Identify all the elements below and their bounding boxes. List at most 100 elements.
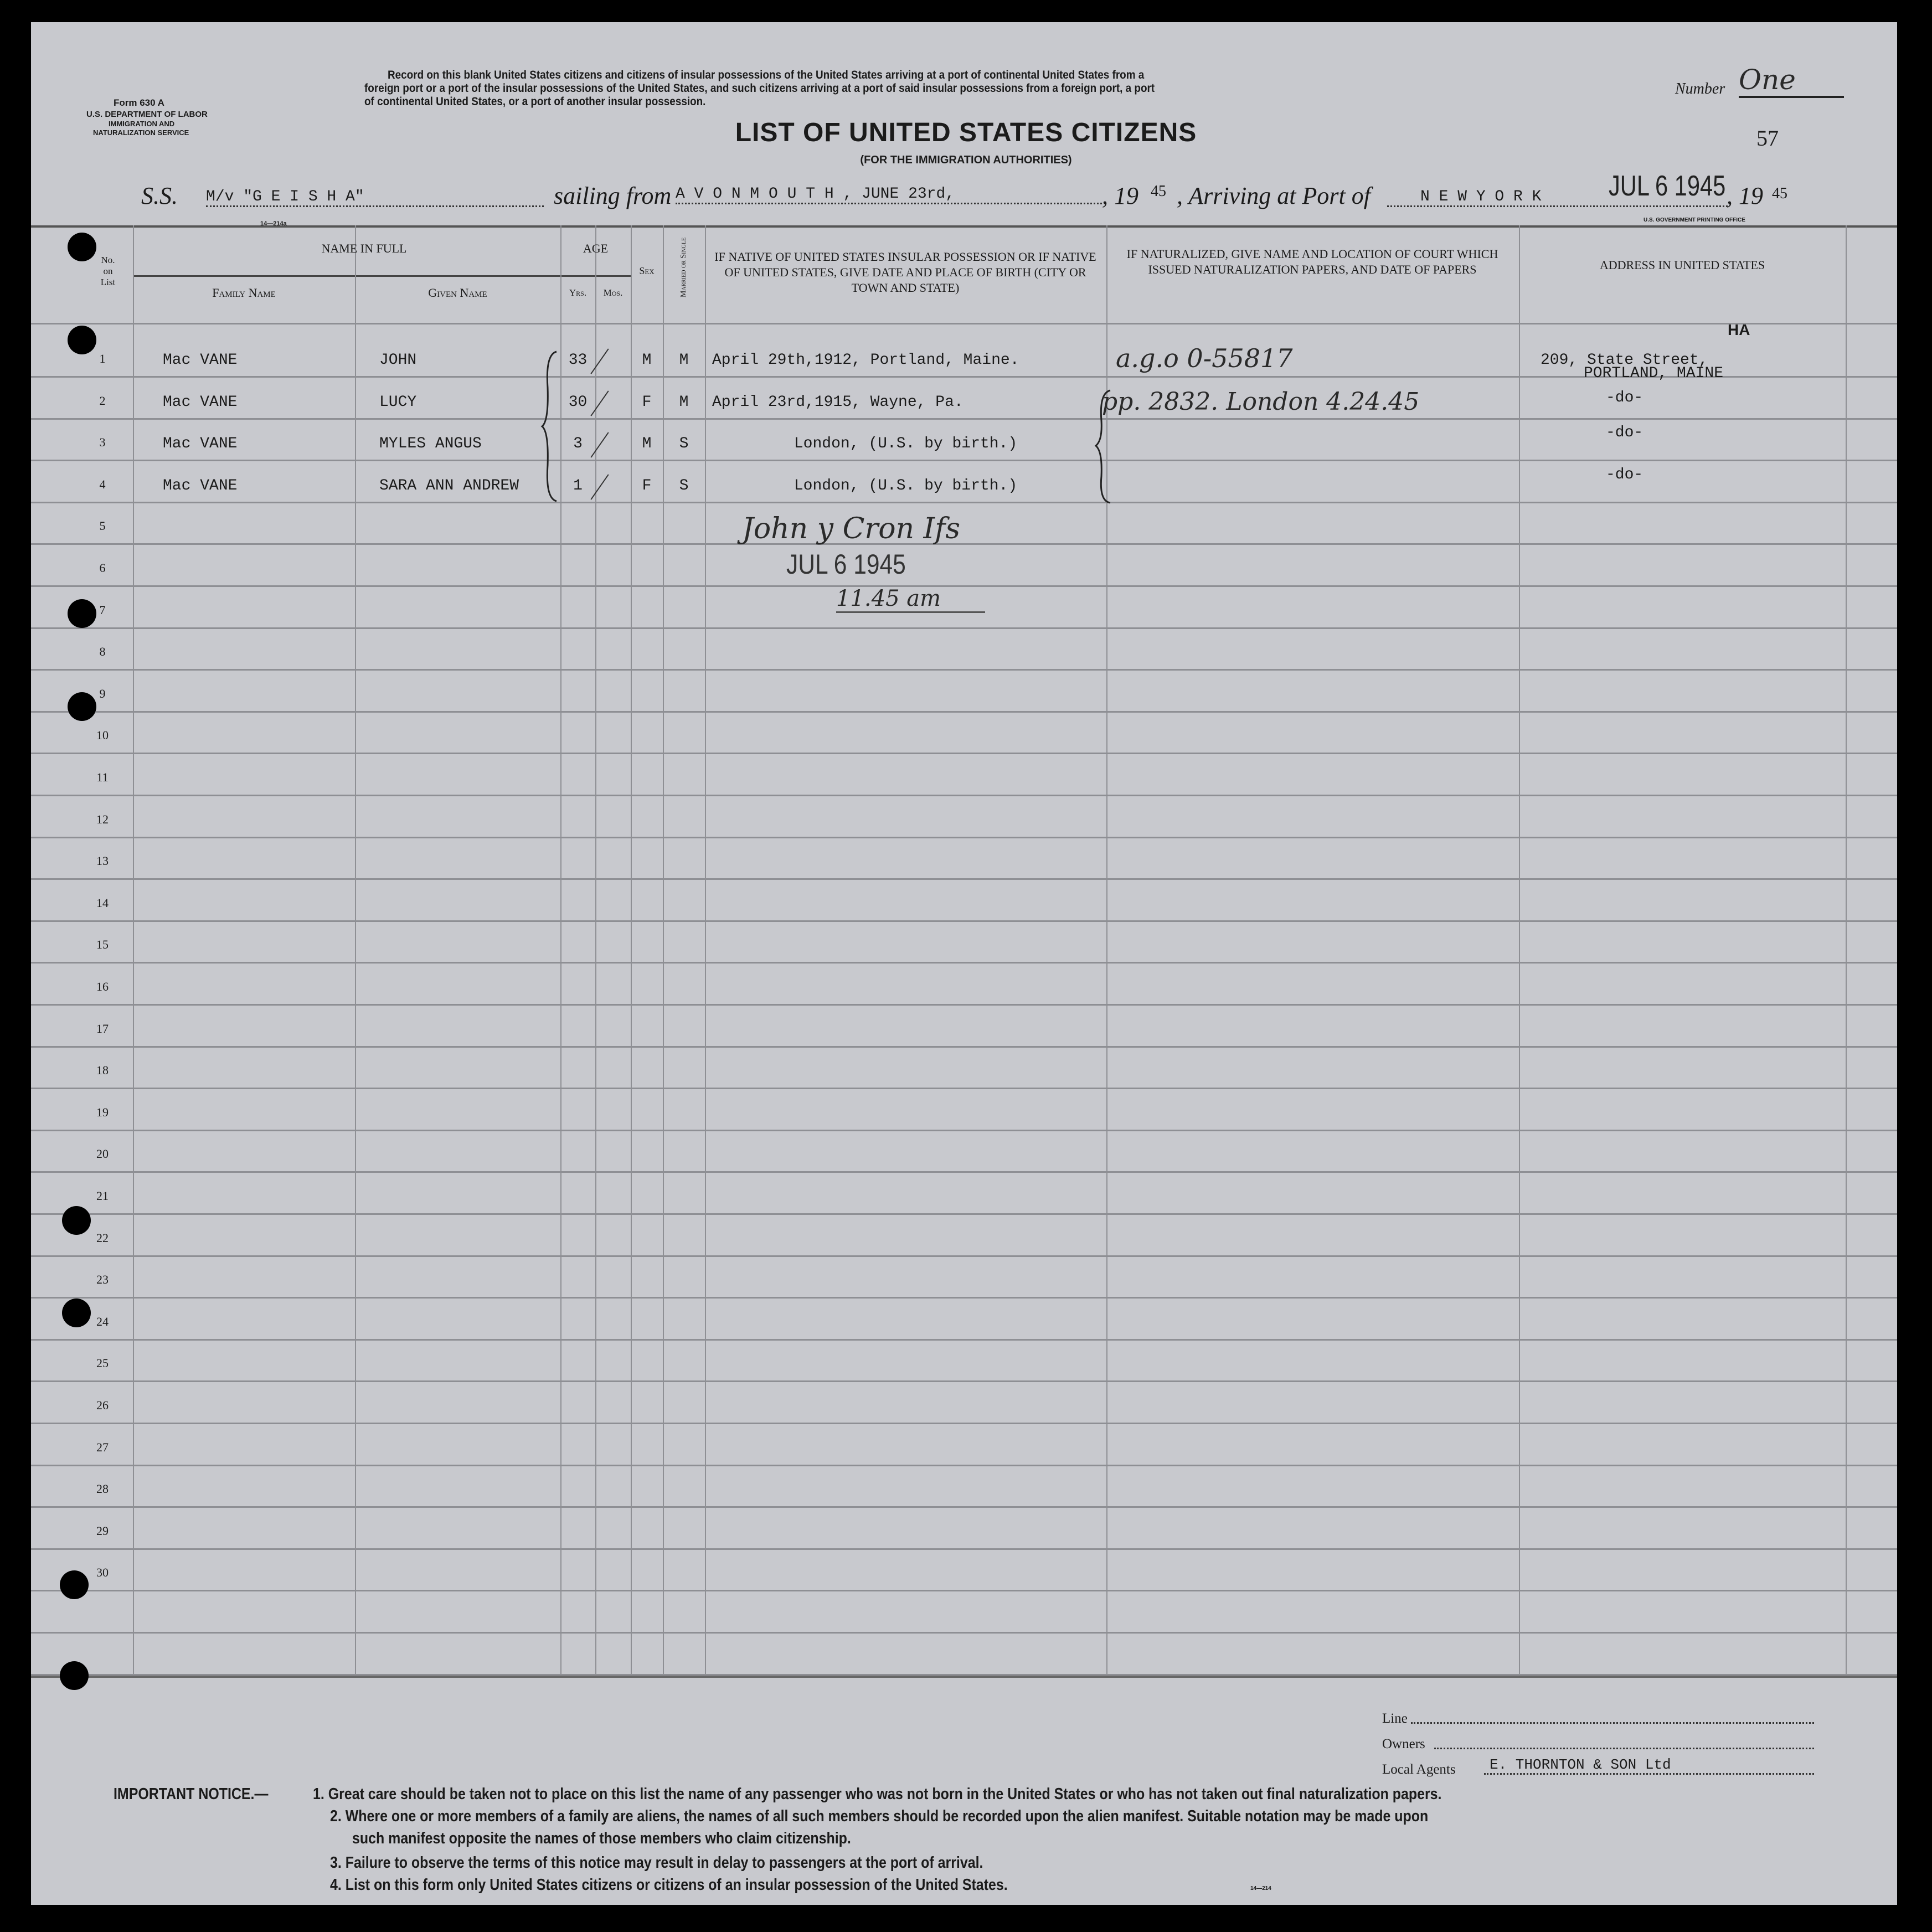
year-prefix: , 19 <box>1102 182 1138 209</box>
row-rule <box>31 1548 1897 1550</box>
punch-hole <box>68 233 96 261</box>
header-no-3: List <box>100 277 116 287</box>
row-number: 25 <box>96 1356 109 1371</box>
row-rule <box>31 1255 1897 1257</box>
row-number: 22 <box>96 1230 109 1245</box>
row-rule <box>31 627 1897 629</box>
row-rule <box>31 795 1897 796</box>
row-rule <box>31 1380 1897 1383</box>
sex: M <box>642 435 652 453</box>
notice-1: 1. Great care should be taken not to pla… <box>313 1785 1442 1803</box>
row-rule <box>31 1297 1897 1299</box>
family-brace-right <box>1094 389 1111 504</box>
row-number: 2 <box>99 393 106 408</box>
punch-hole <box>68 692 96 721</box>
header-family-name: Family Name <box>212 286 276 300</box>
row-number: 15 <box>96 937 109 952</box>
header-mos: Mos. <box>603 287 623 298</box>
column-rule <box>560 225 561 1676</box>
header-no-2: on <box>103 266 113 276</box>
agents-value: E. THORNTON & SON Ltd <box>1490 1756 1671 1773</box>
row-rule <box>31 543 1897 545</box>
header-naturalized: IF NATURALIZED, GIVE NAME AND LOCATION O… <box>1126 247 1498 276</box>
birth-info: London, (U.S. by birth.) <box>794 435 1018 453</box>
punch-hole <box>60 1661 89 1690</box>
number-label: Number <box>1675 80 1725 97</box>
row-number: 13 <box>96 854 109 868</box>
inspector-signature: John y Cron Ifs <box>742 512 961 545</box>
port-from: A V O N M O U T H , JUNE 23rd, <box>676 186 1102 204</box>
arrival-stamp: JUL 6 1945 <box>1609 170 1726 202</box>
marital-status: S <box>679 477 689 494</box>
row-number: 21 <box>96 1189 109 1203</box>
line-label: Line <box>1382 1711 1408 1726</box>
row-rule <box>31 1423 1897 1424</box>
row-number: 29 <box>96 1523 109 1538</box>
header-name-in-full: NAME IN FULL <box>321 241 407 255</box>
address: -do- <box>1606 466 1644 483</box>
row-number: 28 <box>96 1482 109 1496</box>
row-number: 6 <box>99 561 106 575</box>
given-name: SARA ANN ANDREW <box>379 477 519 494</box>
port-to: N E W Y O R K <box>1387 188 1728 207</box>
marital-status: M <box>679 393 689 411</box>
row-number: 4 <box>99 477 106 491</box>
table-bottom-rule <box>31 1676 1897 1678</box>
marital-status: S <box>679 435 689 453</box>
column-rule <box>595 225 596 1676</box>
age-years: 1 <box>573 477 583 494</box>
row-rule <box>31 1129 1897 1131</box>
line-field <box>1411 1722 1814 1724</box>
column-rule <box>1846 225 1847 1676</box>
agents-field <box>1484 1773 1814 1775</box>
row-rule <box>31 1673 1897 1676</box>
row-rule <box>31 753 1897 755</box>
sex: F <box>642 393 652 411</box>
row-number: 19 <box>96 1105 109 1119</box>
punch-hole <box>68 326 96 354</box>
birth-info: April 29th,1912, Portland, Maine. <box>712 352 1019 369</box>
row-number: 9 <box>99 686 106 700</box>
header-sex: Sex <box>639 265 655 276</box>
notice-2: 2. Where one or more members of a family… <box>330 1807 1429 1825</box>
row-rule <box>31 1045 1897 1048</box>
row-rule <box>31 1171 1897 1173</box>
row-rule <box>31 1338 1897 1341</box>
row-rule <box>31 878 1897 880</box>
row-rule <box>31 920 1897 922</box>
header-married-single: Married or Single <box>679 237 688 298</box>
row-rule <box>31 418 1897 420</box>
row-rule <box>31 1632 1897 1634</box>
given-name: JOHN <box>379 352 417 369</box>
address-mark: HA <box>1728 321 1750 338</box>
address: -do- <box>1606 424 1644 442</box>
ship-name: M/v "G E I S H A" <box>206 188 544 207</box>
service-line-1: IMMIGRATION AND <box>109 120 175 128</box>
row-rule <box>31 669 1897 671</box>
punch-hole <box>68 599 96 628</box>
header-no: No. on List <box>89 255 127 288</box>
birth-info: April 23rd,1915, Wayne, Pa. <box>712 393 964 411</box>
column-rule <box>133 225 134 1676</box>
page-subtitle: (FOR THE IMMIGRATION AUTHORITIES) <box>860 154 1072 166</box>
family-name: Mac VANE <box>163 393 238 411</box>
row-number: 5 <box>99 519 106 533</box>
row-number: 7 <box>99 602 106 617</box>
naturalization-note-2: pp. 2832. London 4.24.45 <box>1102 388 1420 416</box>
row-number: 23 <box>96 1272 109 1287</box>
row-rule <box>31 1506 1897 1508</box>
row-number: 8 <box>99 645 106 659</box>
form-code-bottom: 14—214 <box>1250 1885 1271 1892</box>
column-rule <box>663 225 664 1676</box>
column-rule <box>1519 225 1520 1676</box>
row-number: 27 <box>96 1440 109 1454</box>
row-number: 10 <box>96 728 109 743</box>
row-number: 26 <box>96 1398 109 1412</box>
row-number: 17 <box>96 1021 109 1035</box>
row-number: 30 <box>96 1565 109 1580</box>
sex: F <box>642 477 652 494</box>
header-given-name: Given Name <box>428 286 487 300</box>
row-rule <box>31 585 1897 587</box>
row-rule <box>31 460 1897 462</box>
